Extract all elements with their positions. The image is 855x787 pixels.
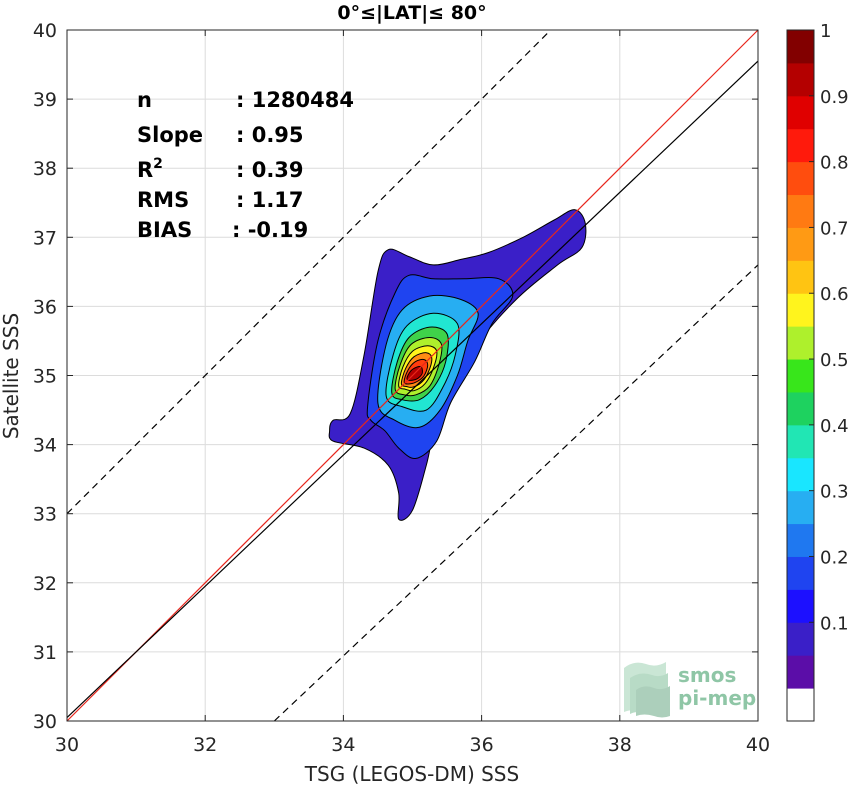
colorbar [786, 29, 815, 722]
colorbar-frame [786, 29, 815, 722]
colorbar-segment [787, 589, 814, 623]
y-tick-label: 38 [33, 158, 57, 180]
y-tick-label: 39 [33, 89, 57, 111]
logo-waves-icon [624, 662, 670, 718]
colorbar-tick-label: 0.3 [820, 482, 849, 503]
colorbar-segment [787, 622, 814, 656]
colorbar-tick-label: 0.8 [820, 153, 849, 174]
x-tick-label: 32 [193, 734, 217, 756]
y-axis-ticks: 30 31 32 33 34 35 36 37 38 39 40 [33, 20, 758, 733]
y-tick-label: 32 [33, 573, 57, 595]
stat-label: R2 [137, 156, 163, 182]
y-tick-label: 33 [33, 504, 57, 526]
stat-value: : 1.17 [236, 188, 304, 212]
colorbar-segment [787, 95, 814, 130]
colorbar-segment [787, 424, 814, 459]
colorbar-tick-label: 0.1 [820, 613, 849, 634]
regression-line [66, 60, 759, 718]
y-tick-label: 30 [33, 711, 57, 733]
colorbar-segment [787, 523, 814, 557]
colorbar-tick-label: 0.7 [820, 218, 849, 239]
colorbar-segment [787, 688, 814, 722]
y-axis-label: Satellite SSS [0, 313, 23, 439]
colorbar-segment [787, 655, 814, 689]
colorbar-tick-label: 0.4 [820, 416, 849, 437]
density-contours [328, 209, 587, 521]
colorbar-segment [787, 490, 814, 525]
y-tick-label: 31 [33, 642, 57, 664]
stat-label: Slope [137, 123, 203, 147]
one-to-one-line [66, 29, 759, 722]
stat-label: RMS [137, 188, 189, 212]
stat-value: : 1280484 [236, 88, 354, 112]
colorbar-segment [787, 293, 814, 327]
stat-label: n [137, 88, 152, 112]
y-tick-label: 35 [33, 366, 57, 388]
logo-text-pi-mep: pi-mep [678, 686, 756, 710]
statistics-box: n : 1280484 Slope : 0.95 R2 : 0.39 RMS : 1.17 BI… [137, 88, 354, 242]
y-tick-label: 36 [33, 296, 57, 318]
stat-value: : -0.19 [232, 218, 308, 242]
colorbar-segment [787, 391, 814, 426]
stat-value: : 0.95 [236, 123, 304, 147]
colorbar-segment [787, 30, 814, 64]
colorbar-segment [787, 457, 814, 492]
colorbar-segment [787, 62, 814, 97]
stat-label: BIAS [137, 218, 192, 242]
colorbar-tick-label: 1 [820, 21, 831, 42]
x-axis-ticks: 30 32 34 36 38 40 [55, 30, 770, 756]
colorbar-segment [787, 227, 814, 261]
colorbar-tick-label: 0.6 [820, 284, 849, 305]
x-tick-label: 40 [746, 734, 770, 756]
x-tick-label: 38 [608, 734, 632, 756]
reference-lines [66, 29, 759, 722]
y-tick-label: 40 [33, 20, 57, 42]
x-tick-label: 34 [331, 734, 355, 756]
colorbar-segment [787, 359, 814, 393]
stat-value: : 0.39 [236, 158, 304, 182]
colorbar-ticks: 0.1 0.2 0.3 0.4 0.5 0.6 0.7 0.8 0.9 1 [809, 21, 849, 634]
y-tick-label: 37 [33, 227, 57, 249]
colorbar-segment [787, 556, 814, 590]
upper-bound-line [66, 29, 552, 515]
colorbar-segment [787, 128, 814, 163]
colorbar-segment [787, 161, 814, 196]
x-tick-label: 36 [470, 734, 494, 756]
colorbar-tick-label: 0.9 [820, 87, 849, 108]
colorbar-segment [787, 326, 814, 360]
colorbar-tick-label: 0.5 [820, 350, 849, 371]
stat-superscript: 2 [153, 156, 163, 172]
logo-text-smos: smos [678, 663, 736, 687]
x-tick-label: 30 [55, 734, 79, 756]
colorbar-segment [787, 194, 814, 228]
lower-bound-line [273, 264, 759, 722]
y-tick-label: 34 [33, 435, 57, 457]
smos-pi-mep-logo: smos pi-mep [624, 662, 756, 718]
colorbar-segment [787, 260, 814, 294]
colorbar-tick-label: 0.2 [820, 547, 849, 568]
x-axis-label: TSG (LEGOS-DM) SSS [304, 762, 519, 786]
chart-title: 0°≤|LAT|≤ 80° [337, 2, 486, 24]
